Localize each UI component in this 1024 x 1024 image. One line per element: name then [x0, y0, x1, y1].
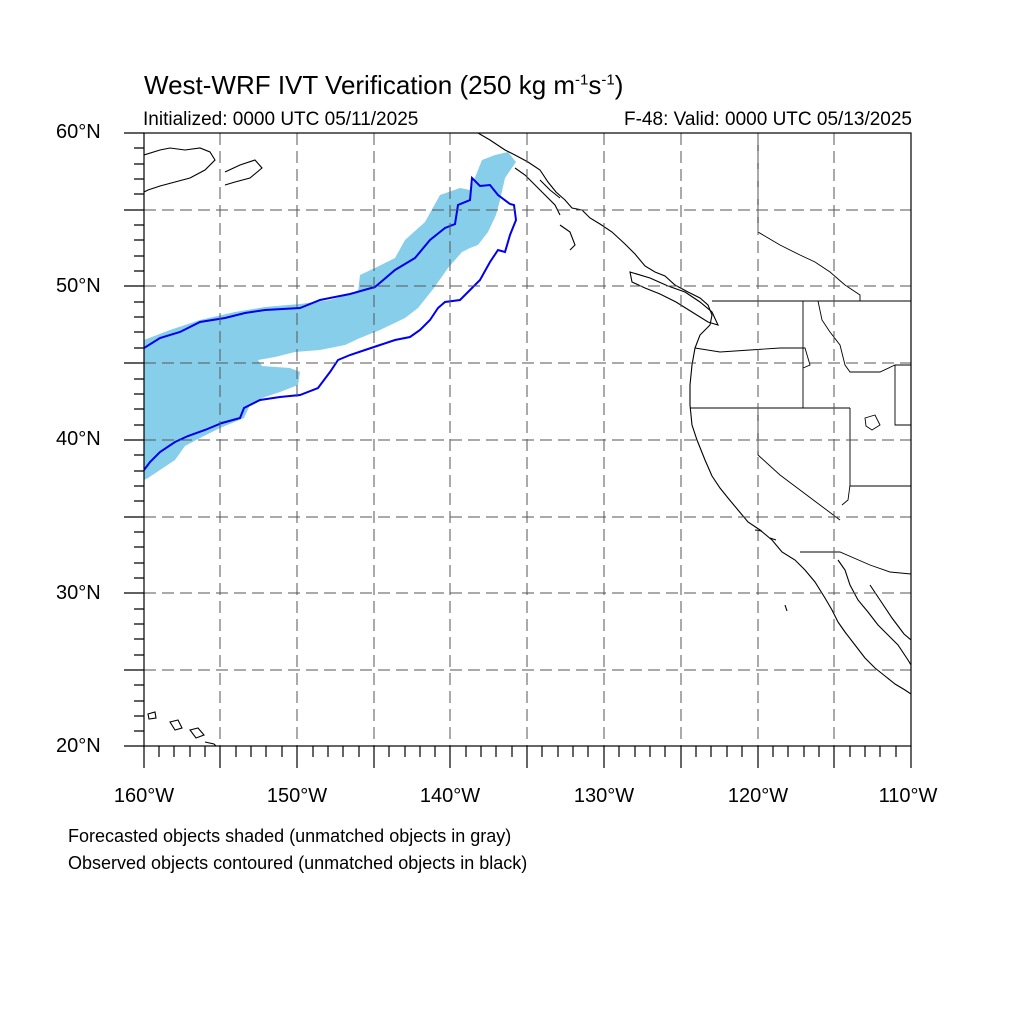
washington-oregon-border: [694, 347, 811, 369]
lon-label-160w: 160°W: [113, 785, 175, 807]
lat-label-60n: 60°N: [56, 121, 101, 143]
caption-observed: Observed objects contoured (unmatched ob…: [68, 853, 528, 873]
channel-islands: [754, 529, 788, 612]
alaska-coast: [144, 147, 216, 193]
title-unit-s: s: [588, 70, 602, 100]
nevada-utah-border: [841, 408, 851, 506]
lon-label-120w: 120°W: [727, 785, 789, 807]
lat-label-40n: 40°N: [56, 428, 101, 450]
mexico-west-coast: [869, 584, 911, 641]
us-west-coast: [689, 324, 839, 623]
vancouver-island: [629, 271, 720, 326]
graticule: [144, 133, 911, 746]
gulf-of-california: [837, 559, 911, 666]
california-nevada-border: [757, 408, 841, 521]
lat-label-20n: 20°N: [56, 735, 101, 757]
tick-marks-left: [124, 132, 144, 747]
gulf-of-alaska-north-coast: [477, 133, 713, 326]
tick-marks-bottom: [143, 746, 912, 768]
wyoming-border: [894, 364, 911, 426]
lon-label-130w: 130°W: [573, 785, 635, 807]
title-exponent-2: -1: [601, 71, 615, 89]
southeast-alaska-islands: [514, 167, 576, 251]
forecast-object-shaded: [144, 152, 516, 480]
plot-frame: [124, 132, 912, 768]
aleutian-islands: [224, 159, 263, 186]
initialized-time: Initialized: 0000 UTC 05/11/2025: [143, 109, 419, 130]
baja-california: [837, 621, 911, 695]
title-text: West-WRF IVT Verification (250 kg m: [144, 70, 576, 100]
lon-label-110w: 110°W: [878, 785, 938, 807]
lat-label-30n: 30°N: [56, 582, 101, 604]
political-boundaries: [690, 133, 911, 575]
coastlines: [144, 133, 911, 746]
forecast-objects: [144, 152, 516, 480]
great-salt-lake: [864, 414, 881, 431]
lat-label-50n: 50°N: [56, 275, 101, 297]
us-mexico-border: [800, 551, 911, 575]
observed-objects: [144, 175, 518, 471]
title-close: ): [614, 70, 624, 100]
title-exponent-1: -1: [575, 71, 589, 89]
lon-label-150w: 150°W: [266, 785, 328, 807]
gridlines-lon: [219, 133, 835, 746]
bc-alberta-border: [757, 133, 861, 301]
lon-label-140w: 140°W: [419, 785, 481, 807]
valid-time: F-48: Valid: 0000 UTC 05/13/2025: [624, 109, 912, 130]
idaho-border: [802, 300, 896, 408]
observed-object-contour: [144, 175, 518, 471]
hawaii-islands: [147, 711, 217, 746]
caption-forecast: Forecasted objects shaded (unmatched obj…: [68, 826, 512, 846]
map-title: West-WRF IVT Verification (250 kg m-1s-1…: [144, 70, 623, 101]
